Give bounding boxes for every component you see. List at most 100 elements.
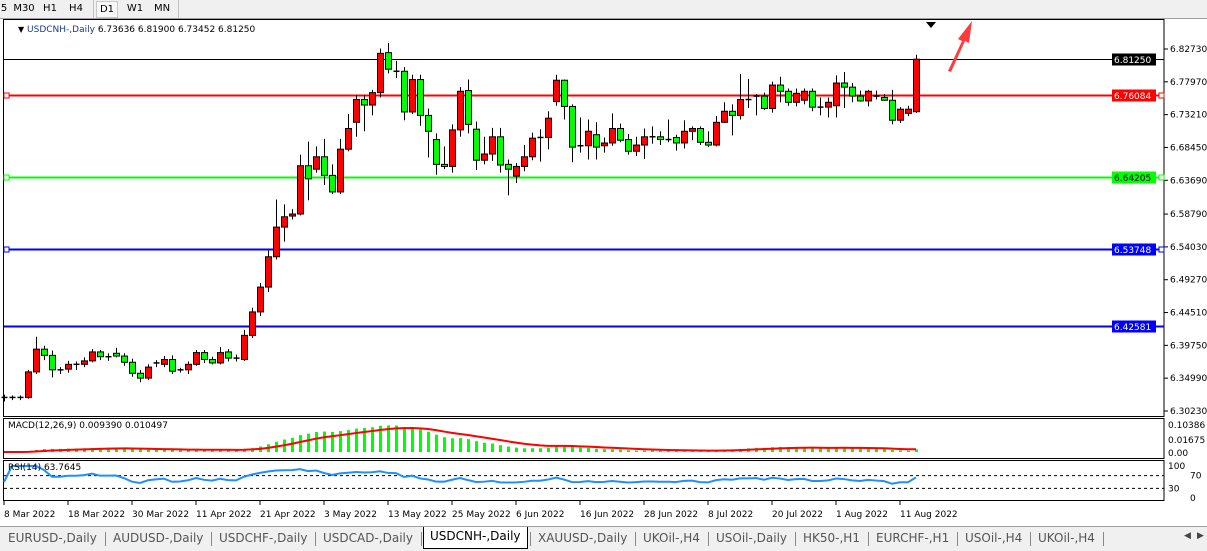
candle-body [449, 129, 456, 167]
date-label: 8 Mar 2022 [4, 510, 55, 520]
price-tick-label: 6.63690 [1170, 176, 1207, 186]
price-label: 6.42581 [1114, 323, 1151, 333]
candle-body [89, 351, 96, 362]
macd-scale-top: 0.10386 [1168, 421, 1205, 431]
date-label: 11 Aug 2022 [900, 510, 958, 520]
candle-body [737, 99, 744, 116]
date-label: 16 Jun 2022 [580, 510, 634, 520]
rsi-scale-label: 30 [1168, 484, 1180, 494]
line-anchor-handle[interactable] [3, 246, 10, 253]
candle-body [905, 108, 912, 114]
tab-usoil-daily[interactable]: USOil-,Daily [716, 531, 788, 545]
date-label: 25 May 2022 [452, 510, 511, 520]
price-tick-label: 6.58790 [1170, 210, 1207, 220]
date-label: 21 Apr 2022 [260, 510, 316, 520]
collapse-triangle-icon[interactable]: ▼ [18, 25, 25, 34]
tab-usdchf-daily[interactable]: USDCHF-,Daily [219, 531, 308, 545]
tab-usdcnh-daily[interactable]: USDCNH-,Daily [423, 527, 528, 549]
candle-body [249, 311, 256, 336]
rsi-panel-frame [3, 460, 1165, 501]
candle-body [257, 286, 264, 313]
candle-body [33, 348, 40, 373]
candle-body [425, 114, 432, 132]
shift-marker-triangle-icon [926, 22, 936, 28]
tab-divider [795, 532, 796, 546]
candle-body [505, 163, 512, 170]
tab-xauusd-daily[interactable]: XAUUSD-,Daily [538, 531, 628, 545]
candle-body [201, 352, 208, 360]
candle-body [185, 363, 192, 371]
candle-body [913, 58, 920, 113]
candle-body [169, 358, 176, 372]
date-label: 1 Aug 2022 [836, 510, 888, 520]
candle-body [409, 79, 416, 113]
tf-h1[interactable]: H1 [43, 3, 57, 14]
line-anchor-handle[interactable] [3, 174, 10, 181]
price-label-bg [1112, 320, 1156, 333]
candle-body [801, 90, 808, 101]
tab-divider [315, 532, 316, 546]
price-label-bg [1112, 243, 1156, 256]
candle-body [881, 96, 888, 101]
candle-body [489, 136, 496, 155]
tab-divider [1030, 532, 1031, 546]
candle-body [41, 348, 48, 356]
tf-m5[interactable]: 5 [0, 3, 8, 14]
date-label: 11 Apr 2022 [196, 510, 252, 520]
candle-body [793, 92, 800, 103]
scroll-left-icon[interactable]: ◀ [1184, 531, 1191, 541]
tab-audusd-daily[interactable]: AUDUSD-,Daily [113, 531, 204, 545]
tab-usoil-h4[interactable]: USOil-,H4 [965, 531, 1023, 545]
candle-body [145, 366, 152, 379]
candle-body [833, 82, 840, 107]
candle-body [457, 90, 464, 131]
line-anchor-handle[interactable] [3, 92, 10, 99]
candle-body [65, 363, 72, 370]
candle-body [265, 256, 272, 288]
divider [178, 0, 179, 18]
ohlc-values: 6.73636 6.81900 6.73452 6.81250 [97, 25, 256, 35]
scroll-right-icon[interactable]: ▶ [1197, 531, 1204, 541]
tf-mn[interactable]: MN [153, 3, 171, 14]
tab-hk50-h1[interactable]: HK50-,H1 [803, 531, 860, 545]
candle-body [545, 117, 552, 138]
timeframe-toolbar: 5 M30 H1 H4 D1 W1 MN [0, 0, 1207, 19]
tab-divider [530, 532, 531, 546]
tab-divider [957, 532, 958, 546]
candle-body [777, 84, 784, 92]
candle-body [553, 79, 560, 103]
price-chart[interactable]: 6.82730 6.77970 6.73210 6.68450 6.63690 6.587… [0, 19, 1207, 525]
candle-body [689, 128, 696, 132]
tab-ukoil-h4[interactable]: UKOil-,H4 [1038, 531, 1095, 545]
candle-body [625, 139, 632, 152]
candle-body [841, 82, 848, 88]
candle-body [521, 156, 528, 167]
tab-ukoil-h4[interactable]: UKOil-,H4 [643, 531, 700, 545]
line-anchor-handle[interactable] [1158, 246, 1165, 253]
candle-body [417, 79, 424, 116]
candle-body [481, 153, 488, 161]
tab-usdcad-daily[interactable]: USDCAD-,Daily [323, 531, 413, 545]
rsi-scale-label: 0 [1190, 494, 1196, 504]
line-anchor-handle[interactable] [1158, 174, 1165, 181]
candle-body [849, 86, 856, 97]
tf-d1[interactable]: D1 [96, 1, 118, 18]
tab-eurchf-h1[interactable]: EURCHF-,H1 [876, 531, 950, 545]
date-label: 30 Mar 2022 [132, 510, 189, 520]
price-label-bg [1112, 89, 1156, 102]
candle-body [585, 130, 592, 147]
candle-body [161, 358, 168, 365]
tab-divider [868, 532, 869, 546]
candle-body [305, 165, 312, 180]
tf-w1[interactable]: W1 [126, 3, 144, 14]
candle-body [865, 90, 872, 102]
tab-eurusd-daily[interactable]: EURUSD-,Daily [8, 531, 97, 545]
tf-h4[interactable]: H4 [69, 3, 83, 14]
tf-m30[interactable]: M30 [13, 3, 35, 14]
candle-body [721, 110, 728, 123]
rsi-label: RSI(14) 63.7645 [8, 463, 82, 473]
price-tick-label: 6.30230 [1170, 407, 1207, 417]
candle-body [441, 163, 448, 167]
main-panel-frame [3, 19, 1165, 417]
line-anchor-handle[interactable] [1158, 92, 1165, 99]
